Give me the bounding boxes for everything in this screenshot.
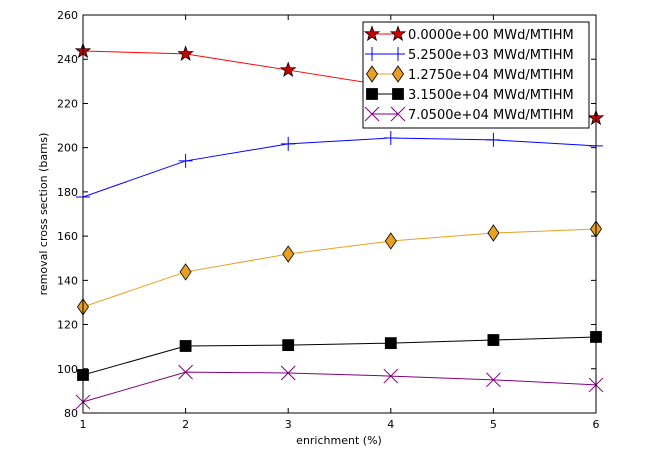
data-point-3-1 [179, 340, 192, 352]
series-line-3 [83, 336, 596, 376]
data-point-1-2 [281, 136, 296, 151]
data-point-2-4 [487, 224, 500, 242]
data-point-2-2 [282, 245, 295, 263]
y-tick-label: 80 [64, 407, 78, 420]
legend-marker [364, 106, 380, 122]
y-tick-label: 240 [57, 53, 78, 66]
legend-marker [363, 25, 381, 42]
data-point-3-4 [487, 334, 500, 346]
x-tick-label: 1 [80, 418, 87, 431]
legend-marker [366, 88, 378, 100]
legend-marker [389, 25, 407, 42]
data-point-1-4 [486, 132, 501, 147]
x-tick-label: 3 [285, 418, 292, 431]
legend-marker [391, 47, 405, 61]
legend-marker [366, 65, 378, 83]
legend-label: 5.2500e+03 MWd/MTIHM [408, 48, 574, 63]
data-point-1-1 [178, 153, 193, 168]
legend-label: 3.1500e+04 MWd/MTIHM [408, 88, 574, 103]
x-tick-label: 4 [387, 418, 394, 431]
y-tick-label: 220 [57, 97, 78, 110]
data-point-0-2 [279, 61, 297, 78]
y-axis-label: removal cross section (barns) [37, 133, 50, 296]
x-tick-label: 5 [490, 418, 497, 431]
data-point-4-1 [178, 364, 193, 380]
data-point-3-3 [384, 337, 397, 350]
legend-marker [390, 106, 406, 122]
series-line-4 [83, 371, 596, 403]
legend-marker [392, 88, 404, 100]
y-tick-label: 120 [57, 319, 78, 332]
x-tick-label: 6 [593, 418, 600, 431]
y-tick-label: 160 [57, 230, 78, 243]
y-tick-label: 200 [57, 142, 78, 155]
data-point-4-3 [383, 368, 399, 384]
series-line-1 [83, 137, 596, 198]
data-point-4-4 [486, 372, 501, 388]
x-axis-label: enrichment (%) [296, 434, 382, 447]
legend-marker [365, 47, 379, 61]
axes-frame [82, 14, 597, 414]
legend-label: 0.0000e+00 MWd/MTIHM [408, 28, 574, 43]
data-point-1-3 [383, 130, 398, 145]
data-point-2-1 [179, 263, 192, 281]
x-tick-label: 2 [182, 418, 189, 431]
data-point-0-1 [177, 45, 194, 61]
series-line-2 [83, 228, 596, 308]
data-point-3-2 [282, 339, 295, 352]
plot-area: 1 2 3 4 5 6 80 100 120 140 160 180 200 220 240 260 0.000… [57, 9, 605, 431]
y-tick-label: 260 [57, 9, 78, 22]
y-tick-label: 140 [57, 274, 78, 287]
legend-label: 1.2750e+04 MWd/MTIHM [408, 68, 574, 83]
legend-marker [392, 65, 404, 83]
legend: 0.0000e+00 MWd/MTIHM 5.2500e+03 MWd/MTIHM… [362, 21, 590, 129]
data-point-4-2 [280, 365, 296, 381]
data-point-2-3 [384, 232, 397, 250]
y-tick-label: 100 [57, 363, 78, 376]
legend-label: 7.0500e+04 MWd/MTIHM [408, 108, 574, 123]
y-tick-label: 180 [57, 186, 78, 199]
